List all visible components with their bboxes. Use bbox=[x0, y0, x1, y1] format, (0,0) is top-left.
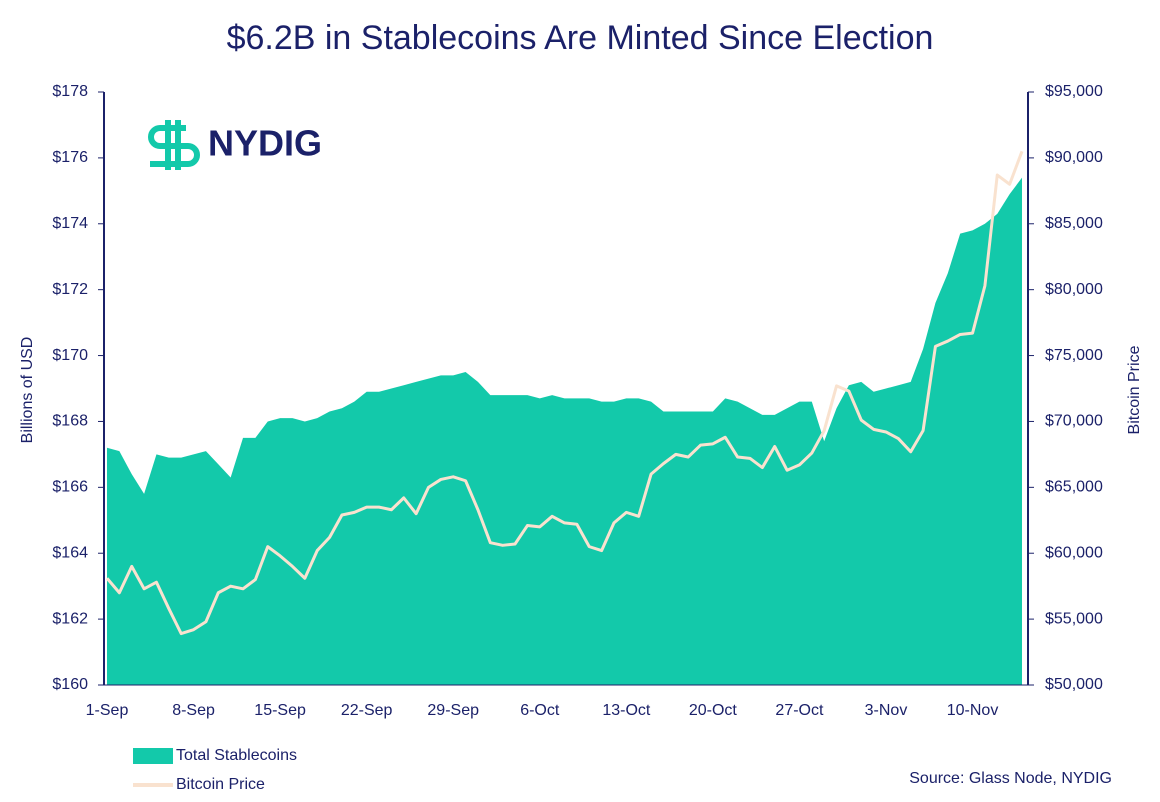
y-tick-label: $176 bbox=[52, 149, 88, 166]
source-note: Source: Glass Node, NYDIG bbox=[909, 770, 1112, 787]
y-tick-label: $160 bbox=[52, 676, 88, 693]
x-tick-label: 20-Oct bbox=[689, 702, 738, 719]
y2-tick-label: $75,000 bbox=[1045, 347, 1103, 364]
legend-swatch bbox=[133, 748, 173, 764]
y2-tick-label: $65,000 bbox=[1045, 479, 1103, 496]
y2-axis-title: Bitcoin Price bbox=[1126, 345, 1143, 434]
y-tick-label: $164 bbox=[52, 544, 88, 561]
y2-tick-label: $80,000 bbox=[1045, 281, 1103, 298]
y-tick-label: $172 bbox=[52, 281, 88, 298]
logo-text: NYDIG bbox=[208, 123, 322, 164]
legend-label: Bitcoin Price bbox=[176, 776, 265, 793]
y-axis-title: Billions of USD bbox=[19, 337, 36, 444]
y2-tick-label: $50,000 bbox=[1045, 676, 1103, 693]
x-tick-label: 15-Sep bbox=[254, 702, 306, 719]
y-tick-label: $162 bbox=[52, 610, 88, 627]
x-tick-label: 10-Nov bbox=[947, 702, 999, 719]
x-tick-label: 6-Oct bbox=[520, 702, 560, 719]
y2-tick-label: $60,000 bbox=[1045, 544, 1103, 561]
legend-label: Total Stablecoins bbox=[176, 747, 297, 764]
x-tick-label: 22-Sep bbox=[341, 702, 393, 719]
x-tick-label: 29-Sep bbox=[427, 702, 479, 719]
y-tick-label: $170 bbox=[52, 347, 88, 364]
y-tick-label: $166 bbox=[52, 479, 88, 496]
x-tick-label: 13-Oct bbox=[602, 702, 651, 719]
y-tick-label: $178 bbox=[52, 83, 88, 100]
x-tick-label: 3-Nov bbox=[865, 702, 908, 719]
x-tick-label: 27-Oct bbox=[775, 702, 824, 719]
area bbox=[107, 177, 1022, 685]
y2-tick-label: $95,000 bbox=[1045, 83, 1103, 100]
x-tick-label: 1-Sep bbox=[86, 702, 129, 719]
line bbox=[105, 150, 1024, 636]
y2-tick-label: $55,000 bbox=[1045, 610, 1103, 627]
logo-icon bbox=[148, 120, 200, 170]
chart-title: $6.2B in Stablecoins Are Minted Since El… bbox=[227, 19, 934, 57]
y2-tick-label: $85,000 bbox=[1045, 215, 1103, 232]
y-tick-label: $168 bbox=[52, 413, 88, 430]
y2-tick-label: $90,000 bbox=[1045, 149, 1103, 166]
y2-tick-label: $70,000 bbox=[1045, 413, 1103, 430]
x-tick-label: 8-Sep bbox=[172, 702, 215, 719]
y-tick-label: $174 bbox=[52, 215, 88, 232]
